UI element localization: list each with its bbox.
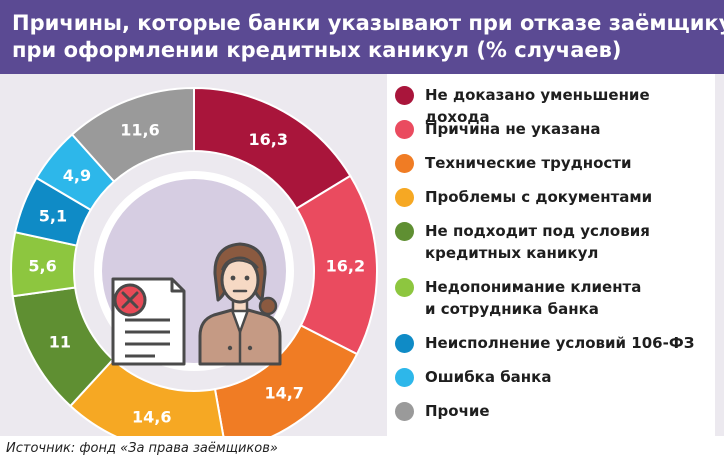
legend-swatch — [395, 120, 414, 139]
legend-label: Причина не указана — [425, 118, 710, 140]
donut-value-labels: 16,3 16,2 14,7 14,6 11 5,6 5,1 4,9 11,6 — [28, 120, 365, 426]
legend-label: Неисполнение условий 106-ФЗ — [425, 332, 710, 354]
legend-label-line: кредитных каникул — [425, 244, 599, 262]
legend-label: Ошибка банка — [425, 366, 710, 388]
bank-employee-icon — [198, 242, 282, 366]
chart-title-line-1: Причины, которые банки указывают при отк… — [12, 11, 724, 35]
legend-swatch — [395, 402, 414, 421]
slice-value-label: 5,1 — [39, 207, 67, 226]
rejected-document-icon — [111, 277, 186, 366]
legend-label-line: и сотрудника банка — [425, 300, 599, 318]
legend-label-line: Технические трудности — [425, 154, 632, 172]
legend-label-line: Ошибка банка — [425, 368, 552, 386]
legend-swatch — [395, 278, 414, 297]
source-note: Источник: фонд «За права заёмщиков» — [6, 441, 278, 456]
header: Причины, которые банки указывают при отк… — [0, 0, 724, 74]
chart-title-line-2: при оформлении кредитных каникул (% случ… — [12, 38, 622, 62]
donut-slice — [70, 86, 195, 183]
legend-label-line: Неисполнение условий 106-ФЗ — [425, 334, 695, 352]
legend-swatch — [395, 368, 414, 387]
legend-label: Прочие — [425, 400, 710, 422]
legend-swatch — [395, 86, 414, 105]
slice-value-label: 16,2 — [326, 256, 365, 275]
legend-label-line: Не доказано уменьшение дохода — [425, 86, 650, 126]
legend-label: Не подходит под условия кредитных каникул — [425, 220, 710, 264]
legend-label-line: Причина не указана — [425, 120, 601, 138]
slice-value-label: 14,7 — [264, 384, 303, 403]
legend-label: Недопонимание клиента и сотрудника банка — [425, 276, 710, 320]
slice-value-label: 14,6 — [132, 407, 171, 426]
slice-value-label: 4,9 — [63, 166, 91, 185]
legend-swatch — [395, 222, 414, 241]
donut-slice — [213, 324, 359, 436]
slice-value-label: 11 — [49, 332, 71, 351]
donut-slices — [10, 86, 378, 436]
legend-label-line: Прочие — [425, 402, 490, 420]
legend-label-line: Недопонимание клиента — [425, 278, 642, 296]
legend-label-line: Не подходит под условия — [425, 222, 650, 240]
legend-swatch — [395, 188, 414, 207]
donut-chart: 16,3 16,2 14,7 14,6 11 5,6 5,1 4,9 11,6 — [10, 86, 378, 436]
chart-legend: Не доказано уменьшение дохода Причина не … — [387, 74, 715, 436]
legend-label: Проблемы с документами — [425, 186, 710, 208]
legend-label-line: Проблемы с документами — [425, 188, 653, 206]
legend-label: Не доказано уменьшение дохода — [425, 84, 710, 128]
slice-value-label: 5,6 — [28, 256, 56, 275]
slice-value-label: 11,6 — [120, 120, 159, 139]
legend-swatch — [395, 334, 414, 353]
slice-value-label: 16,3 — [248, 130, 287, 149]
legend-label: Технические трудности — [425, 152, 710, 174]
legend-swatch — [395, 154, 414, 173]
